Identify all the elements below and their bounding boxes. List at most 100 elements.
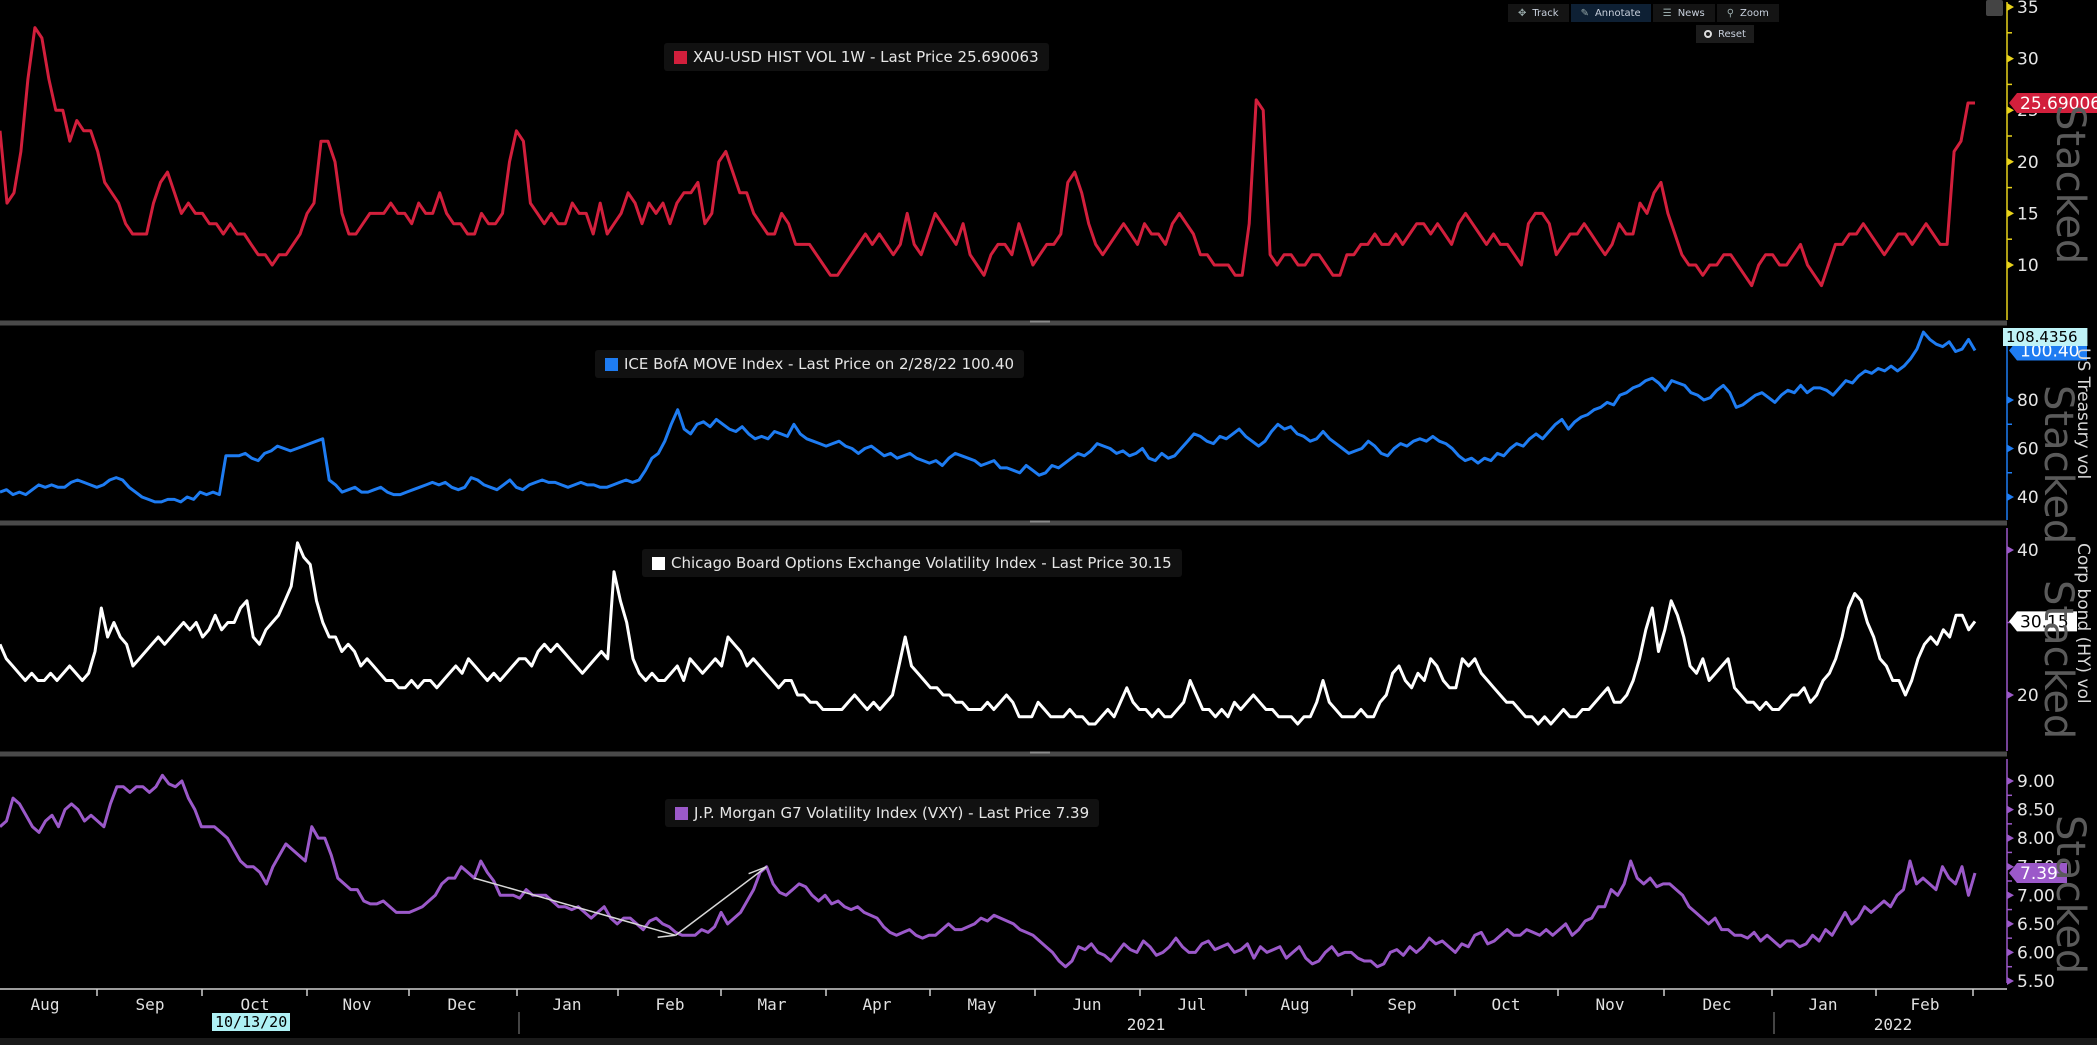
x-month-label: Jan [1809, 995, 1838, 1014]
last-value-tag-xau [2009, 92, 2097, 113]
y-tick-label-vxy: 8.00 [2017, 829, 2055, 849]
ylabel-corp-bond-vol: Corp bond (HY) vol [2073, 543, 2093, 704]
bottom-scrollbar [0, 1038, 2097, 1045]
legend-swatch-vxy [675, 806, 688, 820]
series-line-vix [0, 541, 1977, 726]
x-month-label: Mar [758, 995, 787, 1014]
y-tick-vxy [2007, 948, 2014, 957]
x-month-label: Aug [1281, 995, 1310, 1014]
track-button[interactable]: ✥ Track [1508, 4, 1569, 22]
cursor-date-badge: 10/13/20 [212, 1013, 291, 1031]
annotation-arrowhead-up [748, 866, 767, 875]
last-value-tag-vix [2009, 611, 2077, 632]
x-month-label: Nov [343, 995, 372, 1014]
y-tick-label-vxy: 9.00 [2017, 772, 2055, 792]
legend-text-move: ICE BofA MOVE Index - Last Price on 2/28… [624, 355, 1015, 373]
y-tick-label-xau: 35 [2017, 0, 2039, 18]
y-tick-move [2007, 493, 2014, 501]
stacked-watermark-1: Stacked [2047, 105, 2093, 265]
x-month-label: May [968, 995, 997, 1014]
y-tick-label-xau: 10 [2017, 256, 2039, 276]
legend-text-vix: Chicago Board Options Exchange Volatilit… [671, 554, 1172, 572]
y-tick-vix [2007, 546, 2014, 554]
panel-separator-1 [0, 320, 2007, 326]
x-month-label: Apr [863, 995, 892, 1014]
y-tick-label-xau: 15 [2017, 204, 2039, 224]
x-month-label: Feb [1911, 995, 1940, 1014]
last-value-text-xau: 25.690063 [2020, 94, 2097, 114]
y-tick-label-move: 80 [2017, 391, 2039, 411]
legend-xau[interactable]: XAU-USD HIST VOL 1W - Last Price 25.6900… [664, 43, 1049, 71]
panel-separator-3 [0, 751, 2007, 757]
y-tick-label-vxy: 6.00 [2017, 943, 2055, 963]
legend-swatch-move [605, 357, 618, 371]
x-year-label: 2022 [1874, 1015, 1913, 1034]
series-line-xau [0, 26, 1975, 288]
y-tick-label-xau: 30 [2017, 50, 2039, 70]
y-tick-label-vix: 40 [2017, 541, 2039, 561]
stacked-watermark-4: Stacked [2047, 815, 2093, 975]
x-month-label: Sep [136, 995, 165, 1014]
y-tick-label-xau: 20 [2017, 153, 2039, 173]
chart-toolbar: ✥ Track ✎ Annotate ☰ News ⚲ Zoom [1508, 4, 1779, 22]
news-button[interactable]: ☰ News [1652, 4, 1715, 22]
annotation-arrow-up [675, 866, 768, 936]
legend-text-vxy: J.P. Morgan G7 Volatility Index (VXY) - … [694, 804, 1090, 822]
last-value-tag-vxy [2009, 863, 2067, 883]
series-line-move [0, 330, 1977, 504]
reset-button[interactable]: Reset [1696, 25, 1754, 43]
legend-vxy[interactable]: J.P. Morgan G7 Volatility Index (VXY) - … [665, 799, 1100, 827]
high-value-text-move: 108.4356 [2006, 328, 2078, 346]
x-month-label: Aug [31, 995, 60, 1014]
magnifier-icon: ⚲ [1726, 7, 1735, 19]
move-icon: ✥ [1518, 7, 1527, 19]
separator-handle-1 [1030, 320, 1050, 323]
legend-move[interactable]: ICE BofA MOVE Index - Last Price on 2/28… [595, 350, 1025, 378]
x-month-label: Jan [553, 995, 582, 1014]
x-month-label: Oct [1492, 995, 1521, 1014]
legend-text-xau: XAU-USD HIST VOL 1W - Last Price 25.6900… [693, 48, 1039, 66]
y-tick-vxy [2007, 919, 2014, 928]
y-tick-move [2007, 444, 2014, 453]
y-tick-xau [2007, 54, 2014, 63]
zoom-label: Zoom [1740, 7, 1769, 19]
last-value-text-move: 100.40 [2020, 342, 2079, 362]
y-tick-label-vxy: 5.50 [2017, 972, 2055, 992]
y-tick-xau [2007, 209, 2014, 218]
y-tick-xau [2007, 157, 2014, 166]
panel-separator-2 [0, 520, 2007, 526]
zoom-button[interactable]: ⚲ Zoom [1716, 4, 1779, 22]
y-tick-vix [2007, 691, 2014, 699]
series-line-vxy [0, 773, 1977, 969]
legend-vix[interactable]: Chicago Board Options Exchange Volatilit… [642, 549, 1182, 577]
separator-handle-2 [1030, 520, 1050, 523]
y-tick-label-vxy: 7.00 [2017, 886, 2055, 906]
annotate-button[interactable]: ✎ Annotate [1570, 4, 1651, 22]
news-label: News [1677, 7, 1705, 19]
y-tick-vxy [2007, 777, 2014, 785]
panel-scroll-toggle[interactable] [1986, 0, 2003, 16]
y-tick-xau [2007, 106, 2014, 115]
y-tick-label-move: 40 [2017, 488, 2039, 508]
last-value-text-vxy: 7.39 [2020, 864, 2058, 884]
x-month-label: Jun [1073, 995, 1102, 1014]
y-tick-vxy [2007, 977, 2014, 985]
high-value-tag-move [2003, 328, 2088, 346]
y-tick-move [2007, 396, 2014, 404]
y-tick-label-vxy: 8.50 [2017, 801, 2055, 821]
annotate-label: Annotate [1594, 7, 1641, 19]
y-tick-label-move: 60 [2017, 440, 2039, 460]
reset-icon [1704, 30, 1712, 38]
y-tick-label-vxy: 6.50 [2017, 915, 2055, 935]
ylabel-treasury-vol: US Treasury vol [2073, 348, 2093, 480]
y-tick-label-vix: 20 [2017, 686, 2039, 706]
x-month-label: Nov [1596, 995, 1625, 1014]
y-tick-vxy [2007, 862, 2014, 871]
annotation-arrow-down [474, 877, 676, 937]
x-month-label: Oct [241, 995, 270, 1014]
pencil-icon: ✎ [1580, 7, 1589, 19]
y-tick-vxy [2007, 891, 2014, 900]
last-value-text-vix: 30.15 [2020, 612, 2069, 632]
y-tick-xau [2007, 261, 2014, 269]
